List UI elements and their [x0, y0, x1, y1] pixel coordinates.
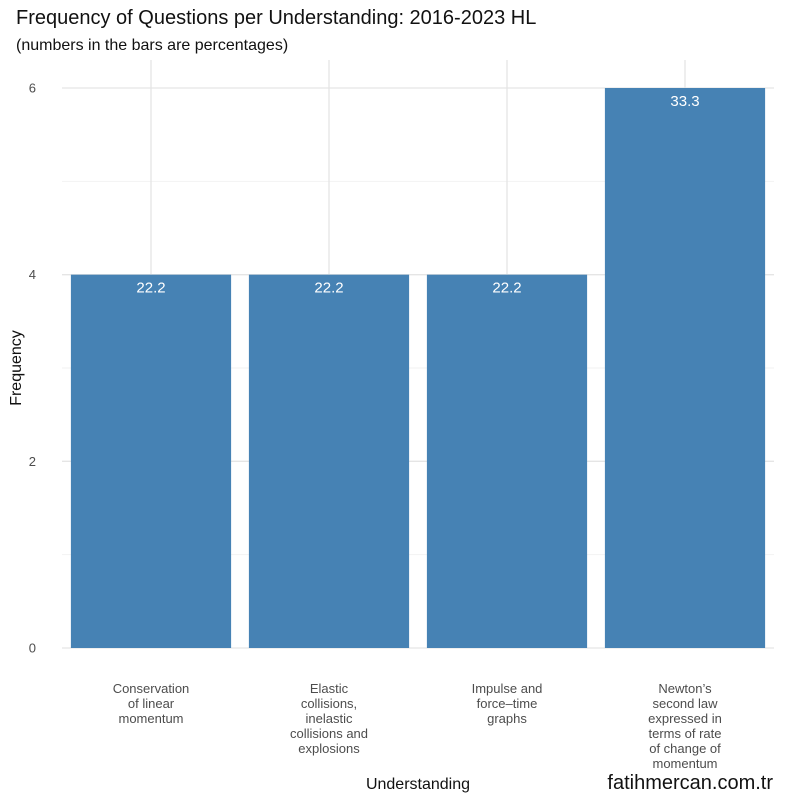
bar-data-label: 22.2 [492, 280, 521, 297]
y-tick-label: 2 [29, 454, 36, 469]
x-category-label-line: explosions [298, 741, 360, 756]
y-axis-label: Frequency [8, 330, 25, 406]
watermark: fatihmercan.com.tr [607, 772, 773, 794]
bar [248, 274, 410, 648]
bar [426, 274, 588, 648]
y-tick-label: 4 [29, 267, 36, 282]
x-category-label-line: momentum [652, 756, 717, 771]
x-category-label-line: collisions and [290, 726, 368, 741]
x-category-label-line: inelastic [306, 711, 353, 726]
x-category-label: Conservation of linear momentum [113, 681, 190, 726]
x-category-label-line: second law [652, 696, 718, 711]
x-category-label-line: Conservation [113, 681, 190, 696]
x-category-label: Elastic collisions, inelastic collisions an… [290, 681, 368, 756]
x-category-label-line: force–time [477, 696, 538, 711]
chart-title: Frequency of Questions per Understanding… [16, 7, 536, 29]
bar-data-label: 33.3 [670, 93, 699, 110]
x-category-label-line: Impulse and [472, 681, 543, 696]
x-category-label: Impulse and force–time graphs [472, 681, 543, 726]
bar [70, 274, 232, 648]
x-category-label-line: momentum [118, 711, 183, 726]
y-tick-label: 0 [29, 641, 36, 656]
chart-subtitle: (numbers in the bars are percentages) [16, 37, 288, 54]
bars: 22.2 22.2 22.2 33.3 [70, 88, 766, 648]
bar-data-label: 22.2 [314, 280, 343, 297]
y-axis-ticks: 0 2 4 6 [29, 81, 36, 656]
x-category-label-line: of change of [649, 741, 721, 756]
x-category-label-line: collisions, [301, 696, 357, 711]
x-category-label: Newton’s second law expressed in terms of r… [648, 681, 722, 771]
x-category-label-line: terms of rate [649, 726, 722, 741]
y-tick-label: 6 [29, 81, 36, 96]
x-category-label-line: of linear [128, 696, 175, 711]
x-category-label-line: expressed in [648, 711, 722, 726]
x-category-label-line: Elastic [310, 681, 349, 696]
bar [604, 88, 766, 648]
bar-data-label: 22.2 [136, 280, 165, 297]
x-axis-label: Understanding [366, 776, 470, 793]
x-category-label-line: graphs [487, 711, 527, 726]
x-category-label-line: Newton’s [658, 681, 712, 696]
